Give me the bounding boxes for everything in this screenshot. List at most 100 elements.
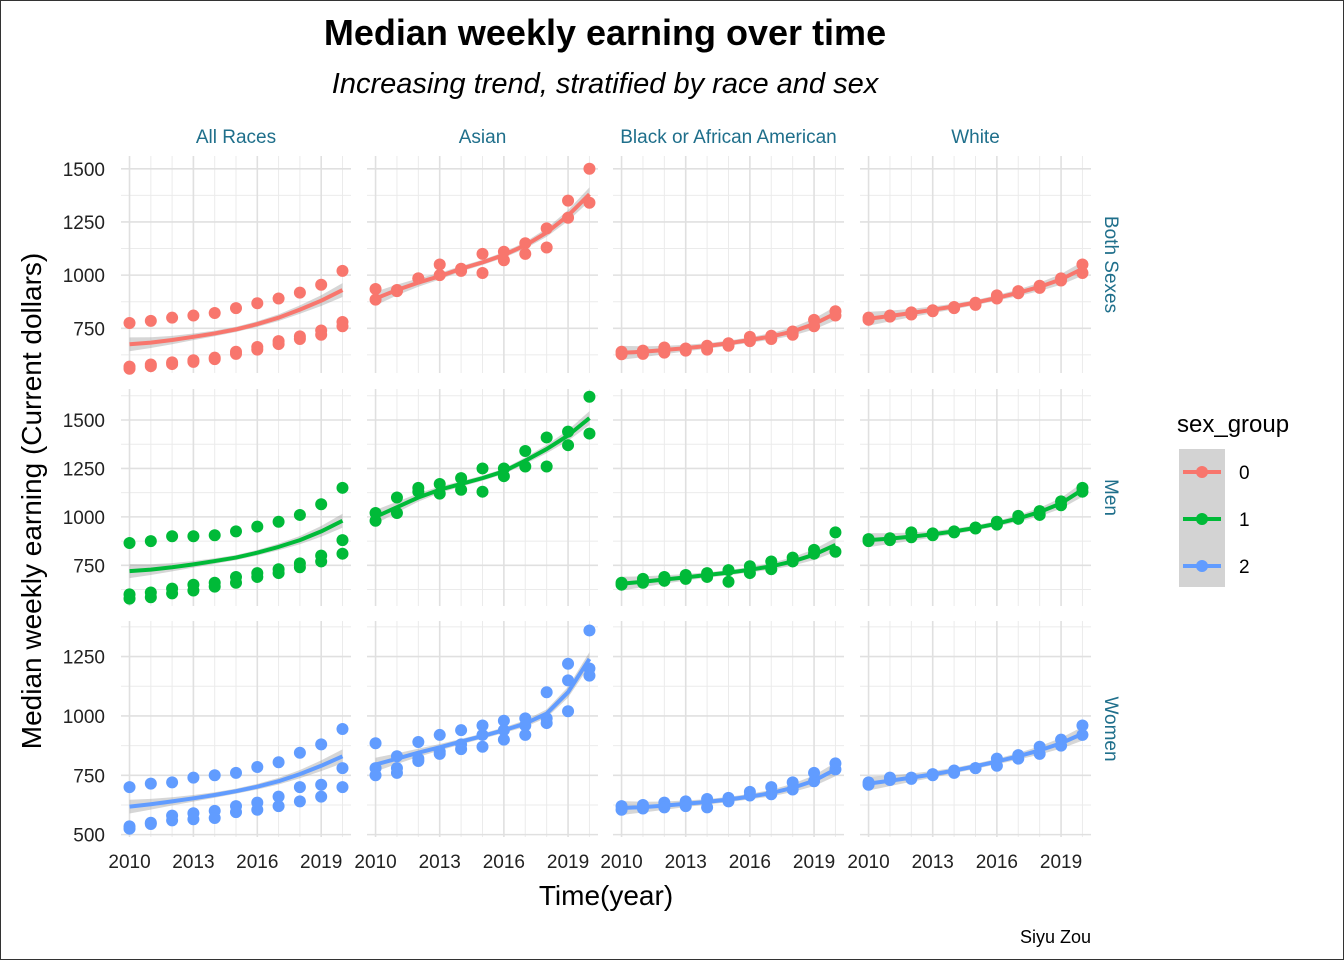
trend-confidence-band xyxy=(621,762,836,815)
data-point xyxy=(336,547,349,560)
y-tick-label: 500 xyxy=(73,826,105,847)
y-tick-label: 750 xyxy=(73,319,105,340)
data-point xyxy=(701,801,714,814)
facet-column-label: Black or African American xyxy=(620,127,836,148)
data-point xyxy=(476,485,489,498)
facet-row-label: Men xyxy=(1100,479,1121,516)
facet-panel xyxy=(613,621,844,837)
data-point xyxy=(123,822,136,835)
data-point xyxy=(540,241,553,254)
x-tick-label: 2013 xyxy=(172,852,214,873)
facet-panel xyxy=(121,621,351,837)
data-point xyxy=(562,705,575,718)
facet-panel xyxy=(121,389,351,606)
data-point xyxy=(208,307,221,320)
y-tick-label: 750 xyxy=(73,556,105,577)
data-point xyxy=(230,347,242,360)
facet-panel xyxy=(613,389,844,606)
data-point xyxy=(123,317,136,330)
data-point xyxy=(144,535,157,548)
trend-line xyxy=(374,192,591,301)
trend-line xyxy=(129,754,344,809)
data-point xyxy=(583,390,596,403)
data-point xyxy=(540,460,553,473)
facet-column-label: All Races xyxy=(196,127,276,148)
y-tick-label: 1500 xyxy=(63,411,105,432)
data-point xyxy=(144,314,157,327)
data-point xyxy=(293,795,306,808)
y-tick-label: 1250 xyxy=(63,648,105,669)
trend-line xyxy=(621,543,837,586)
data-point xyxy=(293,746,306,759)
facet-panel xyxy=(860,156,1091,373)
y-axis-label: Median weekly earning (Current dollars) xyxy=(16,253,47,749)
data-point xyxy=(230,576,242,589)
data-point xyxy=(272,567,285,580)
y-tick-label: 750 xyxy=(73,766,105,787)
data-point xyxy=(208,353,221,366)
facet-panel xyxy=(121,156,351,375)
trend-confidence-band xyxy=(621,306,836,360)
data-point xyxy=(251,297,264,310)
data-point xyxy=(315,778,328,791)
x-tick-label: 2010 xyxy=(600,852,642,873)
x-tick-label: 2013 xyxy=(912,852,954,873)
data-point xyxy=(251,520,264,533)
data-point xyxy=(166,776,179,789)
trend-confidence-band xyxy=(375,187,590,306)
data-point xyxy=(336,534,349,547)
data-point xyxy=(315,498,328,511)
legend-title: sex_group xyxy=(1177,411,1289,438)
trend-line xyxy=(621,767,837,811)
data-point xyxy=(1076,258,1089,271)
data-point xyxy=(390,766,403,779)
data-point xyxy=(390,491,403,504)
data-point xyxy=(293,561,306,574)
data-point xyxy=(369,282,382,295)
data-point xyxy=(208,812,221,825)
x-tick-label: 2016 xyxy=(976,852,1018,873)
data-point xyxy=(808,766,821,779)
data-point xyxy=(293,508,306,521)
data-point xyxy=(369,737,382,750)
data-point xyxy=(187,584,200,597)
data-point xyxy=(187,771,200,784)
data-point xyxy=(123,537,136,550)
data-point xyxy=(540,717,553,730)
data-point xyxy=(272,756,285,769)
trend-line xyxy=(375,657,592,767)
x-tick-label: 2019 xyxy=(1040,852,1082,873)
facet-row-label: Women xyxy=(1100,696,1121,761)
chart-title: Median weekly earning over time xyxy=(324,12,886,53)
data-point xyxy=(187,813,200,826)
data-point xyxy=(230,806,242,819)
data-point xyxy=(187,309,200,322)
data-point xyxy=(230,766,242,779)
trend-confidence-band xyxy=(129,749,343,814)
data-point xyxy=(166,358,179,371)
facet-panel xyxy=(367,156,598,373)
x-tick-label: 2019 xyxy=(793,852,835,873)
data-point xyxy=(583,624,596,637)
data-point xyxy=(123,592,136,605)
x-tick-label: 2013 xyxy=(419,852,461,873)
chart-caption: Siyu Zou xyxy=(1020,927,1091,947)
legend-label: 1 xyxy=(1239,510,1250,531)
data-point xyxy=(315,328,328,341)
data-point xyxy=(251,570,264,583)
data-point xyxy=(315,790,328,803)
data-point xyxy=(336,723,349,735)
legend-label: 2 xyxy=(1239,557,1250,578)
facet-panels: All Races Asian Black or African American W… xyxy=(63,127,1121,873)
facet-panel xyxy=(860,621,1091,837)
data-point xyxy=(272,515,285,528)
x-axis-label: Time(year) xyxy=(539,880,673,911)
data-point xyxy=(336,781,349,794)
x-tick-label: 2010 xyxy=(847,852,889,873)
data-point xyxy=(497,733,510,746)
data-point xyxy=(187,355,200,368)
trend-line xyxy=(868,266,1084,321)
data-point xyxy=(123,781,136,794)
